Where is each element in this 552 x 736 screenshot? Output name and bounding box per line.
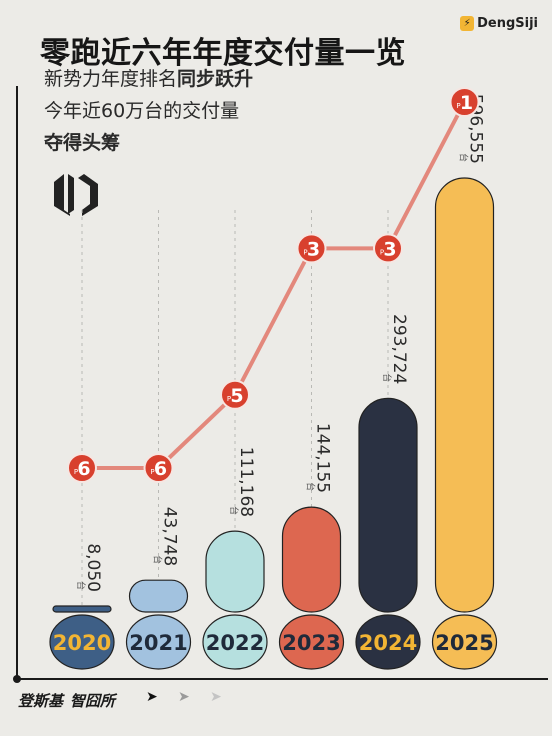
bar [434,177,495,613]
year-pill [125,614,192,670]
rank-marker [296,233,327,264]
rank-marker [67,453,97,483]
rank-value: 6 [77,458,90,480]
subtitle-1-bold: 同步跃升 [177,68,254,90]
rank-prefix: P [380,248,384,256]
year-pill [431,614,498,670]
tick-label: 2024 [359,631,417,655]
subtitle-1-plain: 新势力年度排名 [44,68,178,90]
unit-label: 台 [458,153,470,162]
lightning-icon: ⚡ [460,16,475,31]
brand-name: DengSiji [477,16,538,31]
data-label: 144,155 [313,423,333,493]
rank-marker [373,233,403,264]
tick-label: 2023 [282,631,340,655]
subtitle-line-3: 夺得头筹 [44,132,121,154]
bar [128,579,189,613]
leapmotor-logo-icon [54,174,98,216]
subtitle-line-2: 今年近60万台的交付量 [44,100,240,122]
chevron-right-icon: ➤ [146,689,158,705]
rank-prefix: P [303,248,307,256]
unit-label: 台 [152,555,164,564]
tick-label: 2025 [435,631,493,655]
year-pill [49,614,115,670]
year-pill [278,614,345,670]
rank-prefix: P [227,395,231,403]
unit-label: 台 [305,482,317,491]
tick-label: 2021 [129,631,187,655]
brand-mark: ⚡ DengSiji [460,16,538,31]
data-label: 43,748 [160,507,180,566]
unit-label: 台 [381,373,393,382]
rank-prefix: P [150,468,154,476]
rank-prefix: P [74,468,78,476]
rank-prefix: P [456,102,460,110]
bar [358,397,418,613]
axis-origin [13,675,21,683]
data-label: 8,050 [83,543,103,592]
tick-label: 2020 [53,631,111,655]
rank-marker [449,87,480,117]
unit-label: 台 [75,581,87,590]
footer-logo-zhijiongsuo: 智囧所 [70,692,116,710]
chevron-right-icon: ➤ [178,689,190,705]
rank-value: 1 [460,92,473,114]
footer-logo-dengsiji: 登斯基 [18,692,64,710]
subtitle-line-1: 新势力年度排名同步跃升 [44,64,253,91]
bar [52,605,112,613]
rank-value: 6 [154,458,167,480]
data-label: 293,724 [389,314,409,384]
year-pill [202,614,268,670]
bar [281,506,342,613]
data-label: 111,168 [236,447,256,517]
rank-value: 5 [230,385,243,407]
tick-label: 2022 [206,631,264,655]
chevron-right-icon: ➤ [210,689,222,705]
unit-label: 台 [228,506,240,515]
rank-value: 3 [307,238,320,260]
bar [205,530,265,613]
rank-value: 3 [383,238,396,260]
page-title: 零跑近六年年度交付量一览 [40,36,406,71]
rank-marker [220,379,250,410]
rank-marker [143,453,174,483]
year-pill [355,614,421,670]
